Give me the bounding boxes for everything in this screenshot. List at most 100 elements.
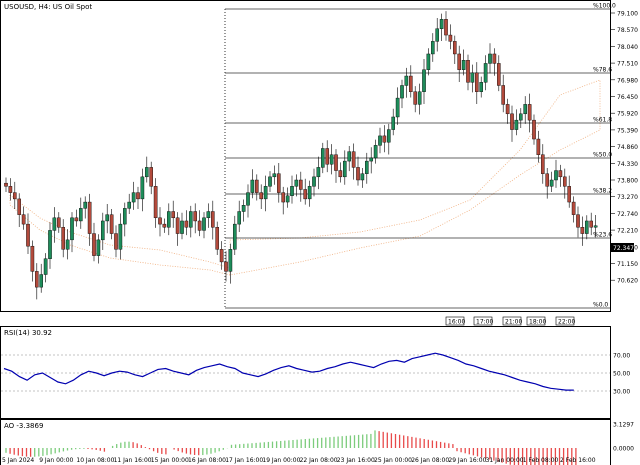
symbol-title: USOUSD, H4: US Oil Spot xyxy=(4,3,92,11)
price-label: 73.270 xyxy=(617,194,638,201)
time-axis: 5 Jan 2024 9 Jan 00:00 10 Jan 08:00 11 Jan … xyxy=(2,457,596,464)
time-label: 25 Jan 00:00 xyxy=(374,457,412,464)
svg-text:17:00: 17:00 xyxy=(476,319,493,326)
candle xyxy=(153,178,158,228)
candle xyxy=(57,212,61,233)
time-label: 11 Jan 16:00 xyxy=(114,457,152,464)
candle xyxy=(334,149,338,183)
candle xyxy=(580,216,585,246)
candle xyxy=(369,147,374,174)
rsi-level-label: 50.00 xyxy=(613,371,630,378)
time-box: 22:00 xyxy=(555,316,575,326)
candle xyxy=(316,156,321,190)
candle xyxy=(571,196,576,223)
candle xyxy=(338,162,343,183)
candle xyxy=(356,156,360,186)
rsi-indicator: 70.00 50.00 30.00 xyxy=(1,353,630,396)
time-label: 2 Feb 16:00 xyxy=(560,457,596,464)
candle xyxy=(479,76,484,98)
candle xyxy=(514,109,519,136)
svg-text:22:00: 22:00 xyxy=(558,319,575,326)
candle xyxy=(321,142,325,174)
candle xyxy=(224,251,228,282)
candle xyxy=(290,175,294,204)
candle xyxy=(30,240,35,282)
candle xyxy=(202,212,206,239)
time-box: 21:00 xyxy=(502,316,522,326)
price-label: 78.570 xyxy=(617,27,638,34)
candle xyxy=(404,67,409,98)
svg-text:21:00: 21:00 xyxy=(505,319,522,326)
candle xyxy=(109,208,114,240)
fib-level-label: %50.0 xyxy=(593,152,612,159)
candle xyxy=(87,193,92,246)
candle xyxy=(541,144,545,184)
candle xyxy=(585,215,589,240)
time-label: 26 Jan 08:00 xyxy=(411,457,449,464)
candle xyxy=(325,140,330,173)
rsi-level-label: 30.00 xyxy=(613,389,630,396)
time-label: 31 Jan 00:00 xyxy=(486,457,524,464)
current-price-label: 72.347 xyxy=(613,245,634,252)
candle xyxy=(475,62,479,105)
time-label: 16 Jan 08:00 xyxy=(188,457,226,464)
candle xyxy=(387,123,391,155)
candle xyxy=(171,200,176,228)
candle xyxy=(259,184,264,209)
candle xyxy=(254,174,259,201)
time-box: 17:00 xyxy=(473,316,493,326)
price-label: 73.800 xyxy=(617,178,638,185)
time-label: 5 Jan 2024 xyxy=(2,457,34,464)
candle xyxy=(497,55,501,92)
candle xyxy=(65,229,70,260)
candle xyxy=(43,253,48,283)
price-label: 76.450 xyxy=(617,94,638,101)
rsi-line xyxy=(3,352,574,391)
candle xyxy=(118,213,123,260)
time-label: 29 Jan 16:00 xyxy=(448,457,486,464)
ao-scale-label: 0.0000 xyxy=(613,446,634,453)
candle xyxy=(158,207,162,237)
candle xyxy=(510,105,514,142)
price-label: 75.920 xyxy=(617,111,638,118)
candle xyxy=(210,200,215,240)
candle xyxy=(563,168,567,199)
candle xyxy=(400,79,404,109)
candle xyxy=(285,187,290,208)
candle xyxy=(519,108,523,129)
price-label: 77.510 xyxy=(617,61,638,68)
candle xyxy=(466,54,470,91)
candle xyxy=(413,86,418,113)
candle xyxy=(246,184,250,218)
svg-text:16:00: 16:00 xyxy=(448,319,465,326)
candle xyxy=(483,55,488,91)
candle xyxy=(589,212,593,236)
candle xyxy=(206,203,211,228)
candlestick-series xyxy=(4,11,598,300)
time-label: 15 Jan 00:00 xyxy=(151,457,189,464)
candle xyxy=(417,83,422,115)
candle xyxy=(8,178,13,201)
candle xyxy=(52,207,57,243)
candle xyxy=(461,49,466,76)
candle xyxy=(527,93,532,133)
candle xyxy=(180,212,184,240)
candle xyxy=(426,48,431,76)
main-panel-frame xyxy=(0,0,611,312)
candle xyxy=(593,214,598,238)
rsi-level-label: 70.00 xyxy=(613,353,630,360)
candle xyxy=(272,165,277,185)
time-label: 19 Jan 00:00 xyxy=(262,457,300,464)
fibonacci-retracement[interactable]: %100.0 %78.6 %61.8 %50.0 %38.2 %23.6 %0.0 xyxy=(224,3,616,309)
candle xyxy=(444,11,448,41)
candle xyxy=(549,171,554,192)
candle xyxy=(382,125,387,153)
candle xyxy=(12,181,17,209)
ao-scale-label: 3.1297 xyxy=(613,422,634,429)
candle xyxy=(545,168,549,199)
candle xyxy=(554,159,558,188)
candle xyxy=(48,222,52,269)
